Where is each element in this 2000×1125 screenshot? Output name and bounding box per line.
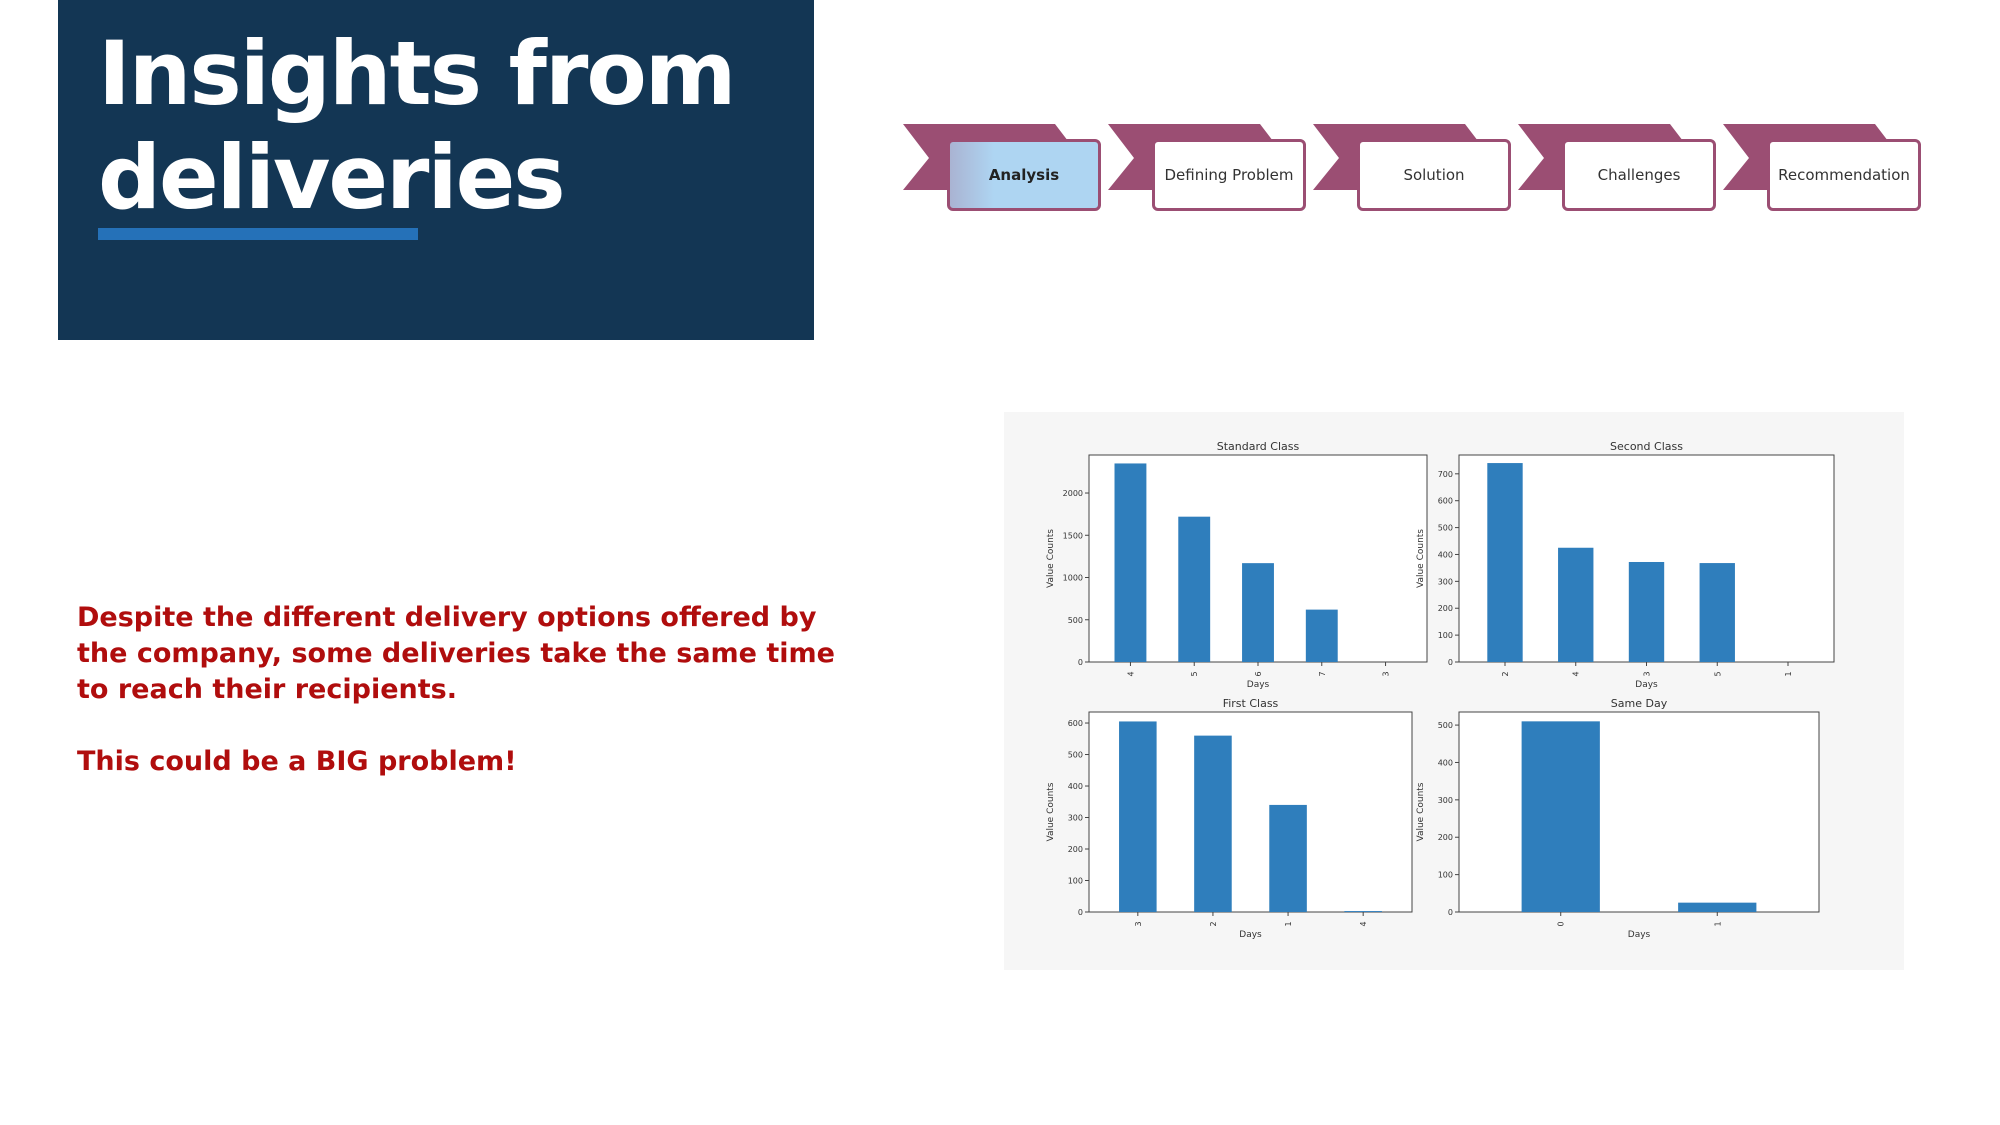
- y-tick-label: 400: [1438, 550, 1453, 559]
- process-step-defining-problem[interactable]: Defining Problem: [1108, 124, 1313, 211]
- y-tick-label: 400: [1438, 758, 1453, 767]
- subplot-svg: First Class Days Value Counts 0 100 200 300 400…: [1046, 697, 1413, 940]
- y-tick-label: 0: [1448, 658, 1453, 667]
- bar: [1521, 721, 1600, 912]
- process-step-challenges[interactable]: Challenges: [1518, 124, 1723, 211]
- y-tick-label: 1500: [1063, 531, 1083, 540]
- title-underline: [98, 228, 418, 240]
- title-line-2: deliveries: [98, 126, 566, 229]
- x-tick-label: 1: [1284, 921, 1293, 926]
- subplot-svg: Standard Class Days Value Counts 0 500 1000 15…: [1046, 440, 1428, 690]
- x-tick-label: 3: [1134, 921, 1143, 926]
- page-title: Insights from deliveries: [98, 22, 736, 230]
- y-tick-label: 100: [1068, 877, 1083, 886]
- bar: [1699, 563, 1735, 662]
- bar: [1628, 561, 1665, 662]
- subplot-standard-class: Standard Class Days Value Counts 0 500 1000 15…: [1034, 432, 1454, 690]
- y-tick-label: 300: [1438, 796, 1453, 805]
- y-tick-label: 300: [1068, 814, 1083, 823]
- bar: [1194, 735, 1232, 912]
- y-tick-label: 0: [1078, 658, 1083, 667]
- subplot-title: Standard Class: [1217, 440, 1300, 453]
- bar: [1305, 609, 1338, 662]
- x-tick-label: 4: [1126, 671, 1135, 676]
- y-tick-label: 500: [1438, 721, 1453, 730]
- y-tick-label: 100: [1438, 631, 1453, 640]
- insight-message: Despite the different delivery options o…: [77, 600, 867, 816]
- bar: [1678, 902, 1757, 912]
- bar: [1242, 563, 1274, 662]
- axes-frame: [1458, 711, 1820, 913]
- y-tick-label: 600: [1068, 719, 1083, 728]
- y-tick-label: 0: [1078, 908, 1083, 917]
- bar: [1487, 463, 1523, 662]
- x-tick-label: 3: [1382, 671, 1391, 676]
- bar: [1344, 911, 1382, 912]
- process-step-label: Defining Problem: [1152, 139, 1306, 211]
- x-tick-label: 0: [1557, 921, 1566, 926]
- process-step-label: Challenges: [1562, 139, 1716, 211]
- x-axis-label: Days: [1239, 930, 1262, 940]
- subplot-same-day: Same Day Days Value Counts 0 100 200 300 400 500…: [1414, 689, 1834, 944]
- x-tick-label: 2: [1209, 921, 1218, 926]
- y-tick-label: 2000: [1063, 489, 1083, 498]
- x-axis-label: Days: [1635, 680, 1658, 690]
- y-tick-label: 100: [1438, 871, 1453, 880]
- subplot-svg: Same Day Days Value Counts 0 100 200 300 400 500…: [1416, 697, 1820, 940]
- bar: [1114, 463, 1147, 662]
- y-axis-label: Value Counts: [1046, 782, 1056, 841]
- y-tick-label: 0: [1448, 908, 1453, 917]
- process-step-label: Analysis: [947, 139, 1101, 211]
- y-tick-label: 500: [1068, 751, 1083, 760]
- process-step-label: Recommendation: [1767, 139, 1921, 211]
- y-axis-label: Value Counts: [1416, 782, 1426, 841]
- y-tick-label: 500: [1068, 616, 1083, 625]
- insight-callout: This could be a BIG problem!: [77, 746, 517, 777]
- delivery-days-chart-grid: Standard Class Days Value Counts 0 500 1000 15…: [1004, 412, 1904, 970]
- process-step-recommendation[interactable]: Recommendation: [1723, 124, 1928, 211]
- x-tick-label: 5: [1190, 671, 1199, 676]
- x-axis-label: Days: [1247, 680, 1270, 690]
- bar: [1119, 721, 1157, 912]
- x-tick-label: 1: [1784, 671, 1793, 676]
- y-tick-label: 700: [1438, 470, 1453, 479]
- x-tick-label: 3: [1643, 671, 1652, 676]
- x-tick-label: 5: [1713, 671, 1722, 676]
- title-line-1: Insights from: [98, 22, 736, 125]
- subplot-title: First Class: [1223, 697, 1279, 710]
- subplot-svg: Second Class Days Value Counts 0 100 200 300 40…: [1416, 440, 1835, 690]
- process-step-label: Solution: [1357, 139, 1511, 211]
- subplot-title: Same Day: [1611, 697, 1668, 710]
- subplot-title: Second Class: [1610, 440, 1683, 453]
- bar: [1178, 516, 1211, 662]
- y-tick-label: 200: [1068, 845, 1083, 854]
- y-tick-label: 600: [1438, 497, 1453, 506]
- process-step-solution[interactable]: Solution: [1313, 124, 1518, 211]
- insight-paragraph: Despite the different delivery options o…: [77, 602, 835, 705]
- y-tick-label: 300: [1438, 577, 1453, 586]
- x-tick-label: 1: [1713, 921, 1722, 926]
- subplot-first-class: First Class Days Value Counts 0 100 200 300 400…: [1034, 689, 1454, 944]
- subplot-second-class: Second Class Days Value Counts 0 100 200 300 40…: [1414, 432, 1835, 690]
- y-tick-label: 1000: [1063, 574, 1083, 583]
- bar: [1558, 547, 1594, 662]
- title-banner: [58, 0, 814, 340]
- y-tick-label: 200: [1438, 604, 1453, 613]
- y-tick-label: 200: [1438, 833, 1453, 842]
- x-tick-label: 6: [1254, 671, 1263, 676]
- y-axis-label: Value Counts: [1416, 529, 1426, 588]
- bar: [1269, 804, 1307, 912]
- x-axis-label: Days: [1628, 930, 1651, 940]
- y-axis-label: Value Counts: [1046, 529, 1056, 588]
- x-tick-label: 4: [1572, 671, 1581, 676]
- y-tick-label: 400: [1068, 782, 1083, 791]
- x-tick-label: 4: [1359, 921, 1368, 926]
- y-tick-label: 500: [1438, 524, 1453, 533]
- x-tick-label: 7: [1318, 671, 1327, 676]
- process-step-analysis[interactable]: Analysis: [903, 124, 1108, 211]
- x-tick-label: 2: [1501, 671, 1510, 676]
